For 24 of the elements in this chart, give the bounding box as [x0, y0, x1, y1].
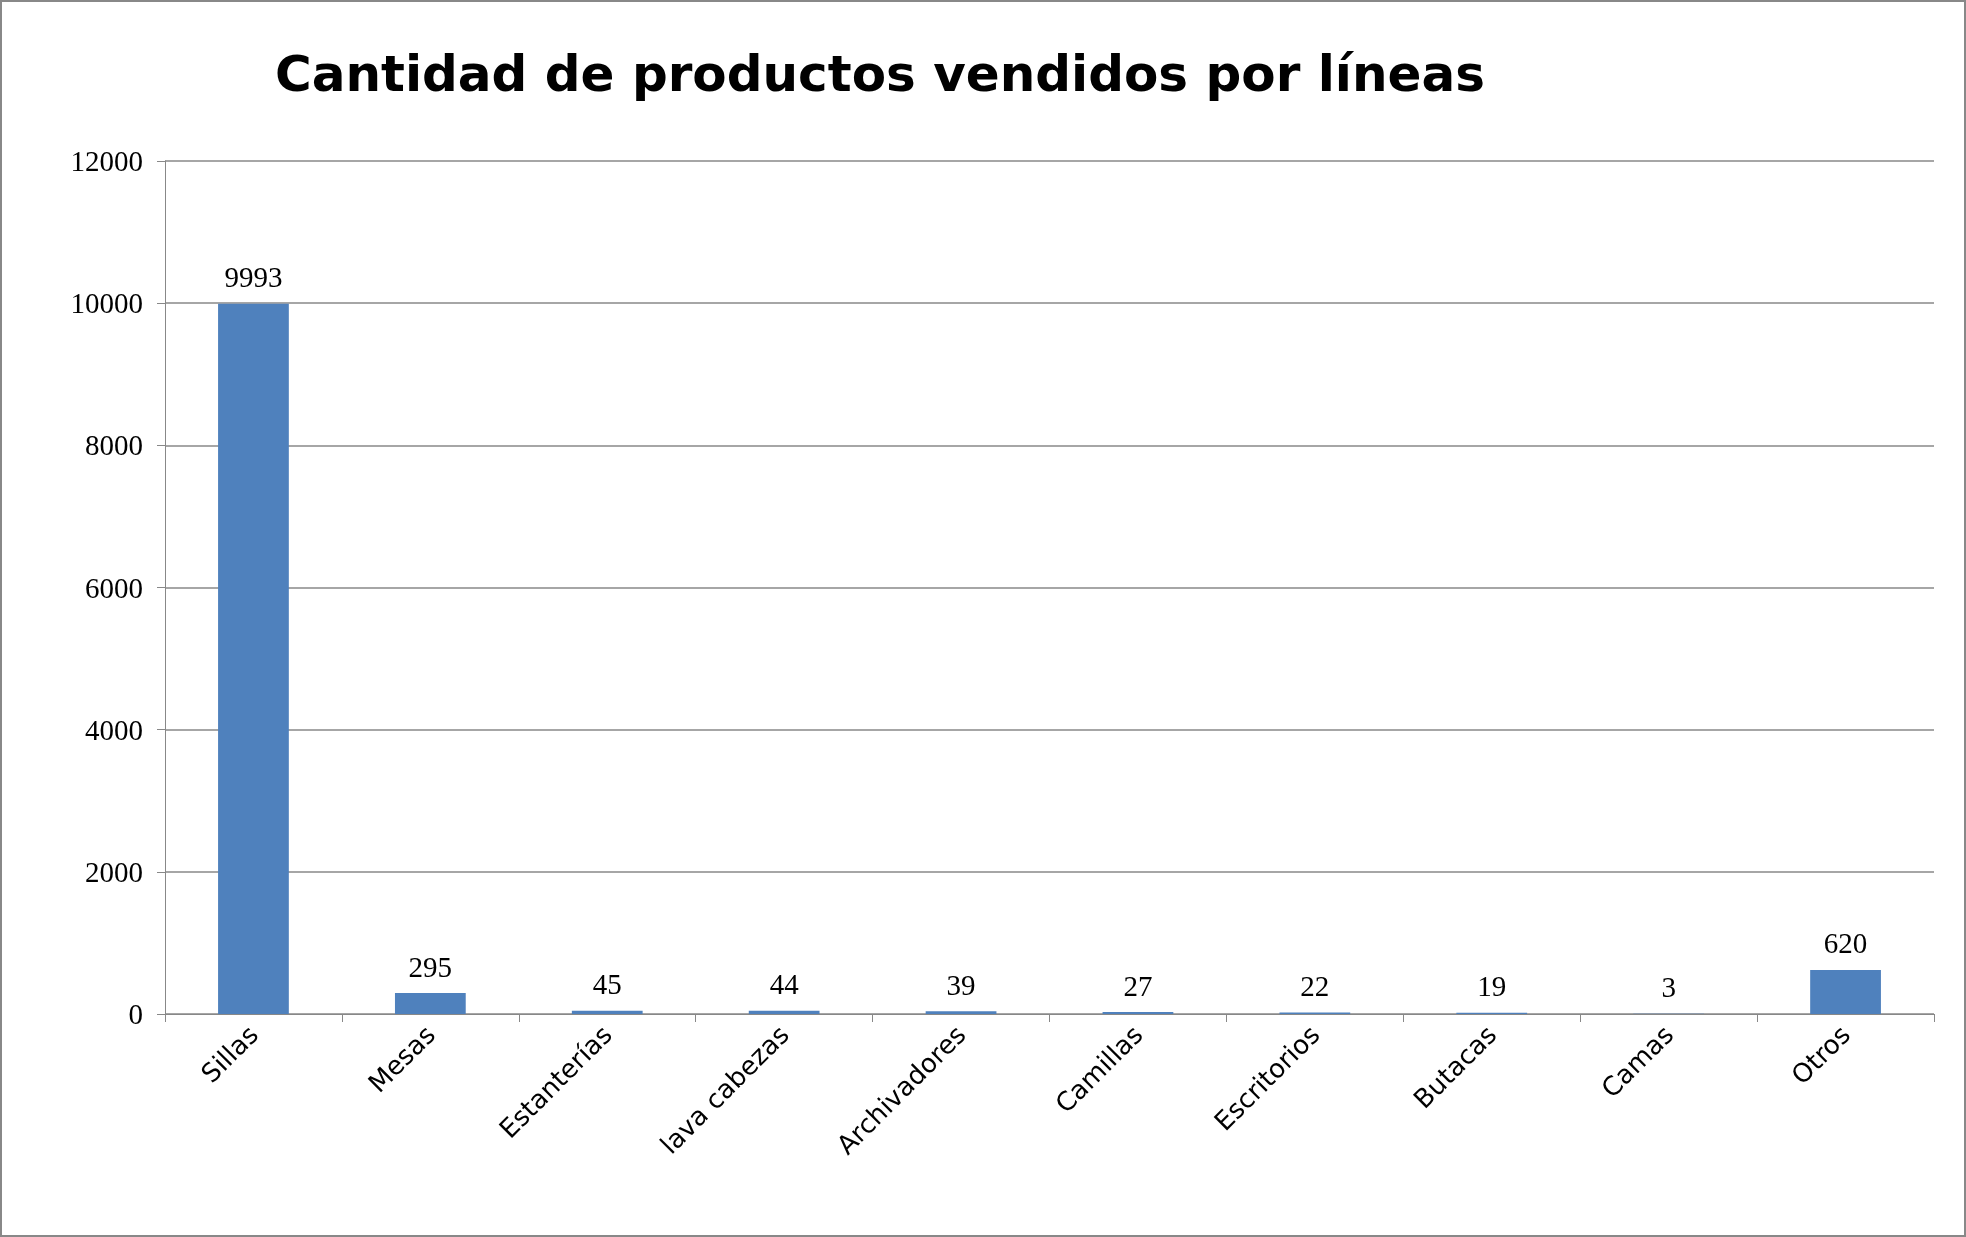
bar — [1810, 969, 1881, 1014]
data-label: 19 — [1477, 970, 1507, 1003]
data-label: 22 — [1300, 969, 1330, 1002]
y-tick-label: 12000 — [70, 145, 143, 177]
bar — [218, 303, 289, 1014]
data-label: 295 — [408, 950, 453, 983]
bar — [571, 1010, 643, 1014]
bar — [748, 1010, 820, 1014]
data-label: 620 — [1823, 927, 1868, 960]
y-tick-label: 0 — [128, 998, 143, 1030]
y-tick-label: 8000 — [85, 429, 143, 462]
data-label: 45 — [592, 968, 622, 1001]
y-tick-label: 4000 — [85, 713, 143, 746]
data-label: 39 — [946, 968, 976, 1001]
bar — [394, 993, 466, 1014]
y-tick-label: 10000 — [70, 287, 143, 320]
y-tick-label: 6000 — [85, 571, 143, 604]
y-tick-label: 2000 — [85, 855, 143, 888]
data-label: 27 — [1123, 969, 1153, 1002]
chart-title: Cantidad de productos vendidos por líneas — [275, 45, 1485, 103]
data-label: 44 — [769, 968, 800, 1001]
bar — [925, 1011, 997, 1014]
data-label: 3 — [1661, 971, 1676, 1004]
data-label: 9993 — [224, 261, 283, 294]
